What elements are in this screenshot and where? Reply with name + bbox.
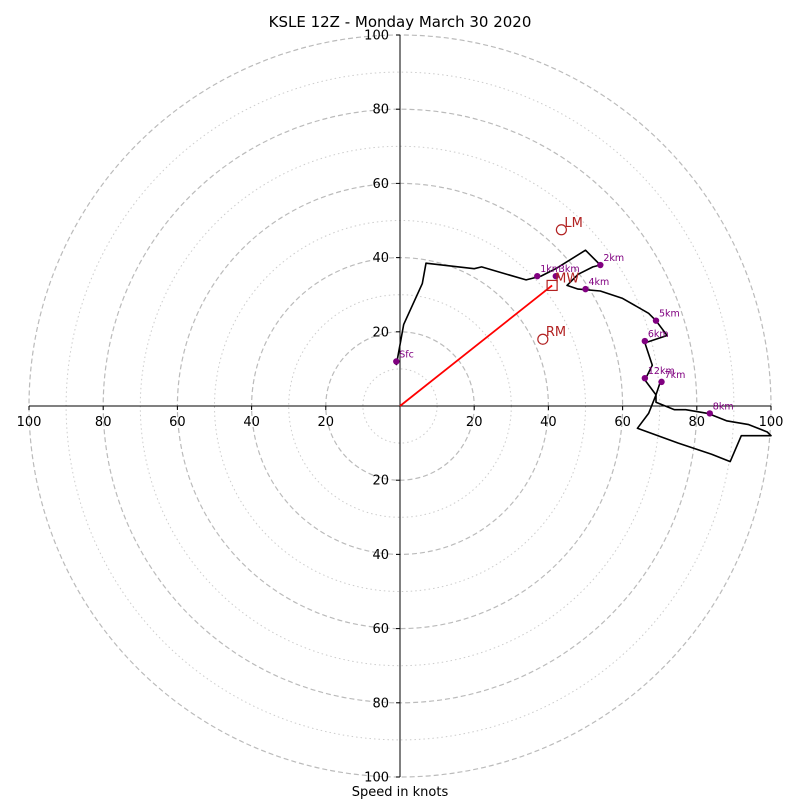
- storm-motion-markers: LM RM MW: [537, 216, 583, 345]
- tick-label: 100: [17, 415, 42, 430]
- tick-label: 20: [466, 415, 483, 430]
- tick-label: 40: [540, 415, 557, 430]
- x-axis-label: Speed in knots: [352, 785, 449, 800]
- tick-label: 40: [243, 415, 260, 430]
- height-point-6km: [641, 337, 649, 345]
- tick-label: 60: [372, 177, 389, 192]
- height-label: 12km: [648, 366, 675, 377]
- tick-label: 20: [318, 415, 335, 430]
- height-label: 7km: [665, 370, 686, 381]
- height-point-2km: [597, 261, 604, 269]
- height-point-12km: [641, 374, 649, 382]
- chart-title: KSLE 12Z - Monday March 30 2020: [269, 13, 532, 31]
- tick-label: 80: [372, 696, 389, 711]
- tick-label: 80: [689, 415, 706, 430]
- axis-ticks: 20 20 20 20 40 40 40 40 60 60 60 60 80 80 80 80 100 100 10…: [17, 29, 784, 786]
- height-point-8km: [706, 410, 713, 417]
- tick-label: 40: [372, 251, 389, 266]
- tick-label: 20: [372, 474, 389, 489]
- tick-label: 100: [364, 29, 389, 44]
- tick-label: 60: [169, 415, 186, 430]
- height-label: 1km: [540, 264, 561, 275]
- height-point-1km: [534, 272, 541, 280]
- height-label: 8km: [713, 401, 734, 412]
- hodograph-trace: [395, 249, 772, 463]
- height-point-7km: [658, 378, 665, 386]
- height-label: 6km: [648, 329, 669, 340]
- height-markers: Sfc 1km 2km 3km 4km 5km 6km 7km 8km 12km: [393, 253, 734, 417]
- mean-wind-vector: [399, 284, 553, 407]
- storm-motion-label: MW: [555, 271, 579, 286]
- tick-label: 80: [95, 415, 112, 430]
- storm-motion-MW: [546, 279, 558, 292]
- hodograph-trace-layer: [395, 249, 772, 463]
- height-point-Sfc: [393, 358, 400, 365]
- mean-wind-vector-layer: [399, 284, 553, 407]
- height-point-5km: [652, 317, 660, 324]
- storm-motion-label: RM: [546, 325, 566, 340]
- height-label: 2km: [603, 253, 624, 264]
- height-label: 4km: [589, 277, 610, 288]
- tick-label: 80: [372, 103, 389, 118]
- height-point-3km: [552, 272, 560, 280]
- tick-label: 100: [759, 415, 784, 430]
- height-label: 5km: [659, 309, 680, 320]
- tick-label: 100: [364, 771, 389, 786]
- tick-label: 20: [372, 325, 389, 340]
- tick-label: 60: [614, 415, 631, 430]
- storm-motion-label: LM: [564, 216, 582, 231]
- height-label: Sfc: [399, 349, 414, 360]
- storm-motion-LM: [555, 224, 567, 236]
- tick-label: 40: [372, 548, 389, 563]
- height-point-4km: [582, 285, 589, 293]
- storm-motion-RM: [537, 333, 549, 345]
- tick-label: 60: [372, 622, 389, 637]
- height-label: 3km: [559, 264, 580, 275]
